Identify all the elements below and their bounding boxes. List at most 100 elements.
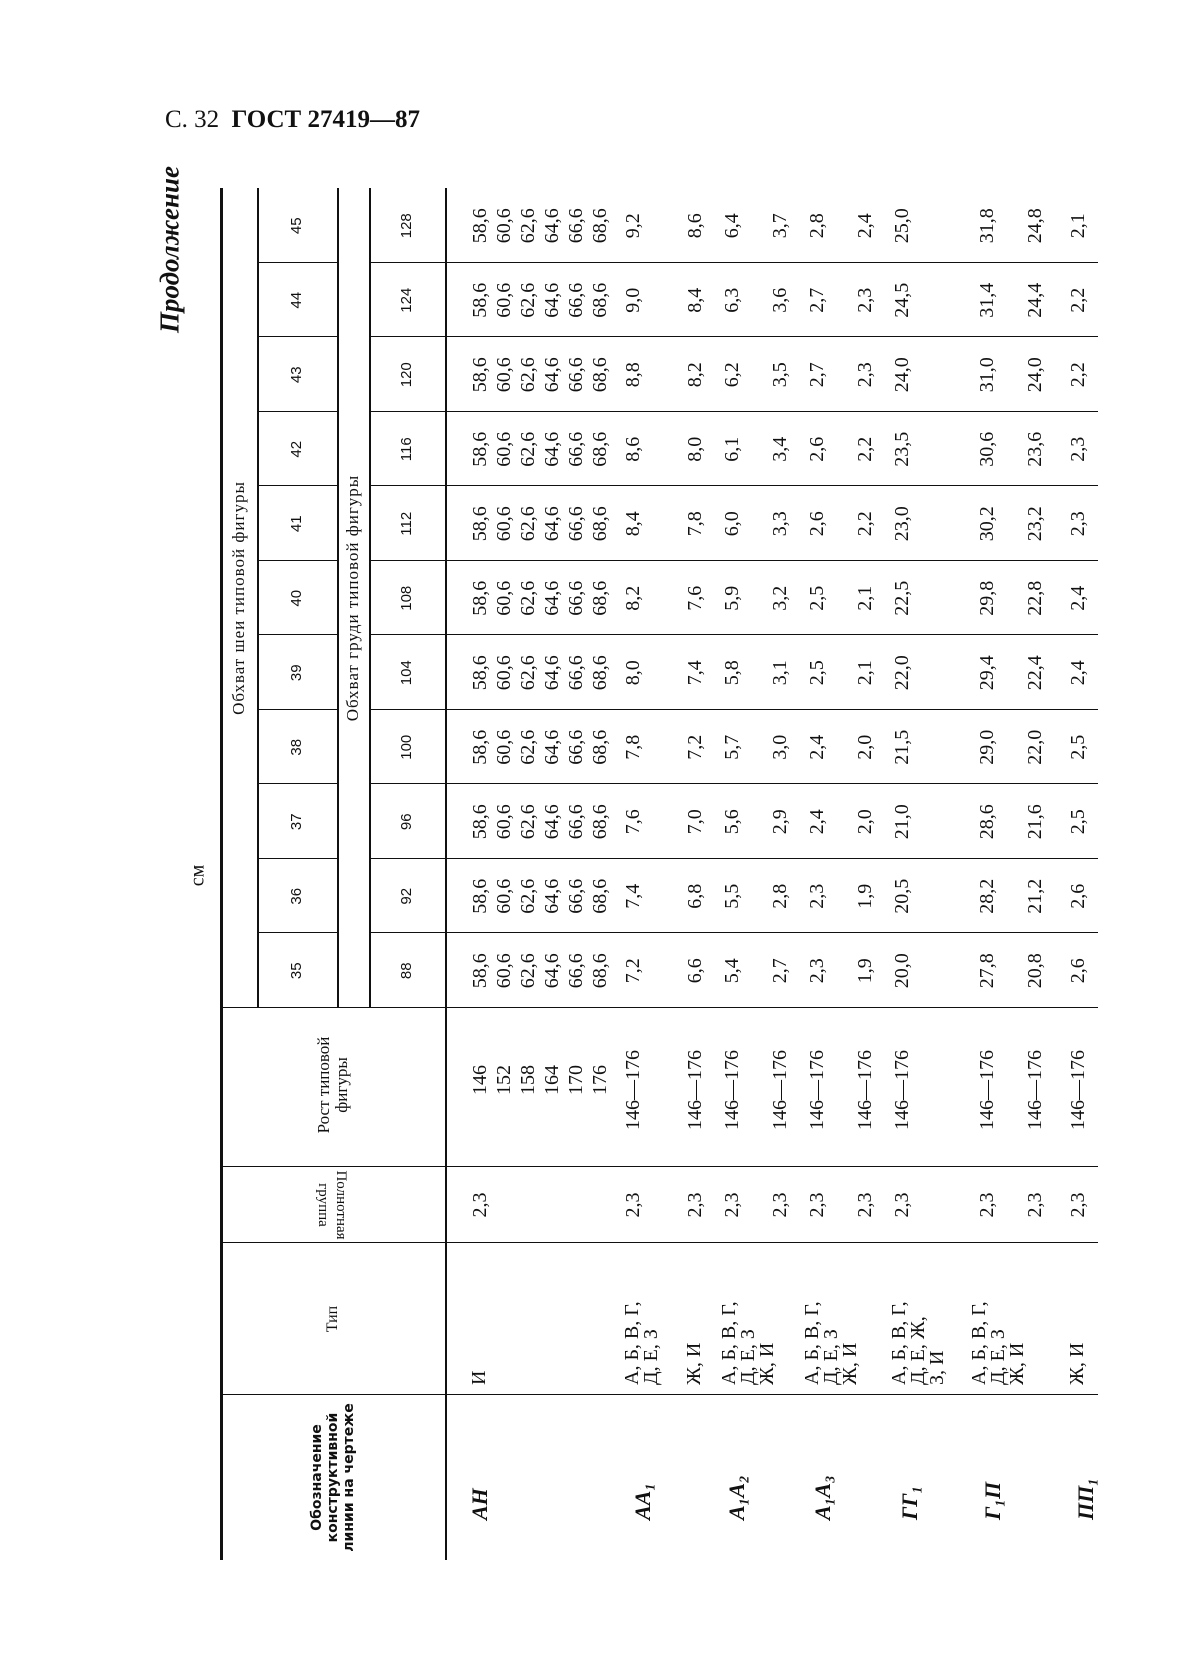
- table-cell: 9,2: [622, 213, 644, 239]
- height-value: 146—176: [769, 1050, 791, 1130]
- table-cell: 2,5: [806, 585, 828, 611]
- table-cell: 3,1: [769, 660, 791, 686]
- table-cell: 28,2: [976, 878, 998, 914]
- table-cell: 66,6: [565, 804, 587, 840]
- table-cell: 2,3: [806, 958, 828, 984]
- table-cell: 66,6: [565, 878, 587, 914]
- table-cell: 3,7: [769, 213, 791, 239]
- table-cell: 64,6: [541, 953, 563, 989]
- table-cell: 60,6: [493, 729, 515, 765]
- table-cell: 2,1: [854, 585, 876, 611]
- header-chest-5: 108: [398, 585, 415, 611]
- table-cell: 23,0: [891, 506, 913, 542]
- height-value: 146—176: [721, 1050, 743, 1130]
- table-cell: 6,6: [684, 958, 706, 984]
- table-cell: 5,6: [721, 809, 743, 835]
- table-cell: 58,6: [469, 431, 491, 467]
- header-neck-4: 39: [288, 664, 305, 682]
- table-cell: 68,6: [589, 655, 611, 691]
- height-value: 146: [469, 1065, 491, 1095]
- table-cell: 2,9: [769, 809, 791, 835]
- table-cell: 1,9: [854, 958, 876, 984]
- table-cell: 64,6: [541, 655, 563, 691]
- height-value: 164: [541, 1065, 563, 1095]
- table-cell: 20,5: [891, 878, 913, 914]
- type-list: Ж, И: [683, 1342, 705, 1385]
- type-list: А, Б, В, Г, Д, Е, Ж, З, И: [888, 1301, 948, 1385]
- table-cell: 60,6: [493, 208, 515, 244]
- header-chest-4: 104: [398, 660, 415, 686]
- table-cell: 28,6: [976, 804, 998, 840]
- table-cell: 8,0: [622, 660, 644, 686]
- type-list: И: [468, 1370, 490, 1385]
- table-cell: 2,3: [854, 287, 876, 313]
- table-cell: 68,6: [589, 282, 611, 318]
- header-neck-1: 36: [288, 887, 305, 905]
- page-header: С. 32 ГОСТ 27419—87: [165, 106, 420, 134]
- table-cell: 58,6: [469, 580, 491, 616]
- table-cell: 58,6: [469, 878, 491, 914]
- designation: АН: [467, 1488, 492, 1520]
- unit-label: см: [186, 864, 209, 887]
- table-cell: 60,6: [493, 282, 515, 318]
- header-neck-6: 41: [288, 515, 305, 533]
- table-cell: 20,0: [891, 953, 913, 989]
- table-cell: 8,2: [684, 362, 706, 388]
- table-cell: 60,6: [493, 655, 515, 691]
- table-cell: 2,4: [806, 809, 828, 835]
- table-cell: 24,5: [891, 282, 913, 318]
- table-cell: 58,6: [469, 282, 491, 318]
- table-cell: 64,6: [541, 580, 563, 616]
- table-cell: 58,6: [469, 208, 491, 244]
- table-cell: 66,6: [565, 208, 587, 244]
- table-cell: 3,3: [769, 511, 791, 537]
- table-cell: 2,3: [1067, 511, 1089, 537]
- header-neck-5: 40: [288, 589, 305, 607]
- table-cell: 68,6: [589, 357, 611, 393]
- table-cell: 21,5: [891, 729, 913, 765]
- table-cell: 58,6: [469, 804, 491, 840]
- header-neck-9: 44: [288, 291, 305, 309]
- header-type: Тип: [323, 1305, 341, 1333]
- table-cell: 7,8: [684, 511, 706, 537]
- designation: ПП₁: [1073, 1478, 1098, 1520]
- table-cell: 68,6: [589, 804, 611, 840]
- table-cell: 3,5: [769, 362, 791, 388]
- height-value: 152: [493, 1065, 515, 1095]
- table-cell: 2,5: [1067, 809, 1089, 835]
- table-cell: 30,2: [976, 506, 998, 542]
- height-value: 158: [517, 1065, 539, 1095]
- designation: А₁А₂: [724, 1475, 749, 1520]
- table-cell: 3,4: [769, 436, 791, 462]
- fullness-group: 2,3: [622, 1192, 644, 1218]
- table-cell: 22,8: [1024, 580, 1046, 616]
- table-cell: 64,6: [541, 208, 563, 244]
- table-cell: 62,6: [517, 655, 539, 691]
- header-chest-10: 128: [398, 213, 415, 239]
- table-cell: 2,1: [854, 660, 876, 686]
- header-chest-8: 120: [398, 362, 415, 388]
- designation: А₁А₃: [810, 1475, 835, 1520]
- type-list: А, Б, В, Г, Д, Е, З Ж, И: [968, 1301, 1028, 1385]
- table-cell: 22,5: [891, 580, 913, 616]
- table-cell: 62,6: [517, 729, 539, 765]
- table-cell: 5,4: [721, 958, 743, 984]
- header-chest-2: 96: [398, 813, 415, 831]
- height-value: 146—176: [854, 1050, 876, 1130]
- table-cell: 62,6: [517, 580, 539, 616]
- continuation-label: Продолжение: [154, 165, 185, 334]
- table-cell: 21,2: [1024, 878, 1046, 914]
- table-cell: 7,6: [684, 585, 706, 611]
- table-cell: 7,0: [684, 809, 706, 835]
- table-cell: 2,0: [854, 809, 876, 835]
- height-value: 146—176: [976, 1050, 998, 1130]
- table-cell: 22,4: [1024, 655, 1046, 691]
- table-cell: 60,6: [493, 357, 515, 393]
- header-neck-7: 42: [288, 440, 305, 458]
- table-cell: 29,0: [976, 729, 998, 765]
- table-cell: 60,6: [493, 953, 515, 989]
- table-cell: 21,0: [891, 804, 913, 840]
- table-cell: 62,6: [517, 804, 539, 840]
- table-cell: 3,0: [769, 734, 791, 760]
- table-cell: 68,6: [589, 580, 611, 616]
